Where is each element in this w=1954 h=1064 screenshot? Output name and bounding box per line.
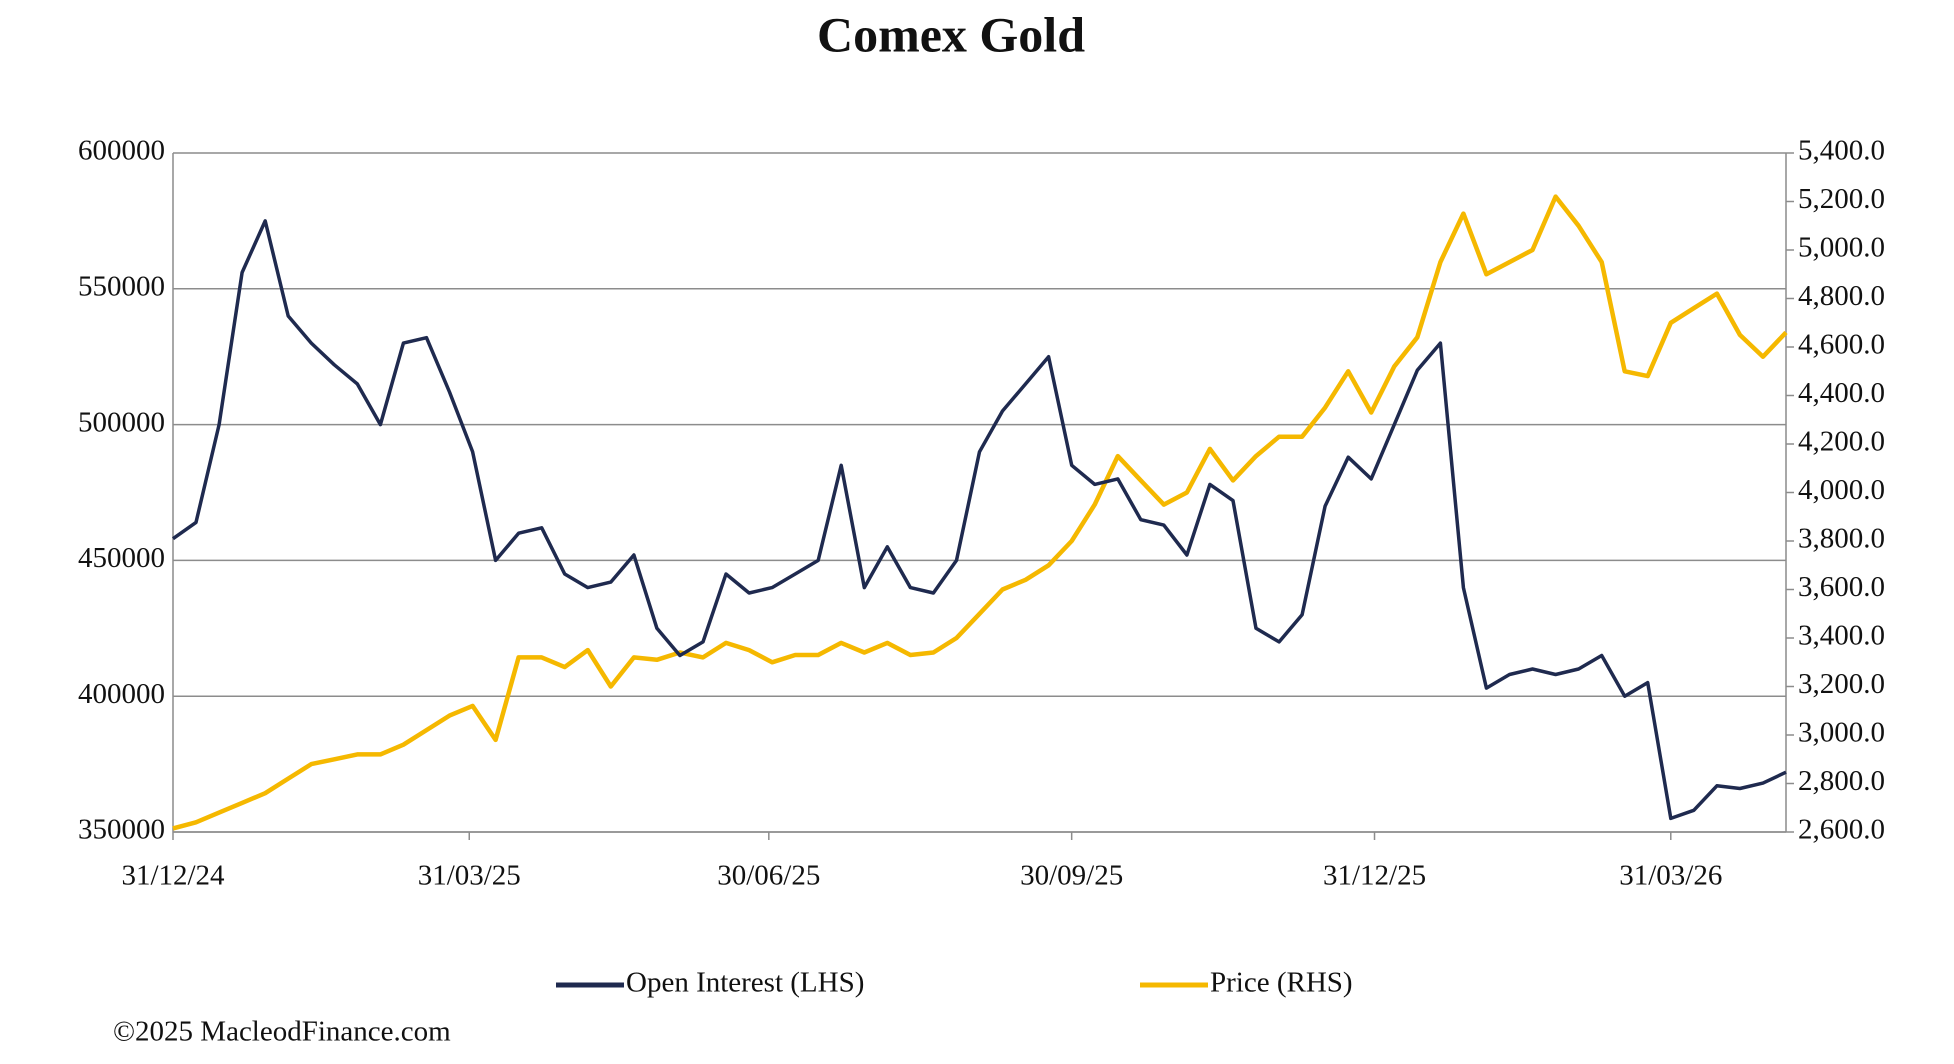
y2-tick-label: 4,200.0: [1798, 426, 1885, 458]
x-tick-label: 31/03/25: [418, 860, 521, 892]
legend-label: Price (RHS): [1210, 967, 1353, 999]
y2-tick-label: 4,400.0: [1798, 377, 1885, 409]
y2-tick-label: 5,400.0: [1798, 135, 1885, 167]
y2-tick-label: 5,200.0: [1798, 183, 1885, 215]
y-tick-label: 600000: [78, 135, 165, 167]
y2-tick-label: 3,600.0: [1798, 571, 1885, 603]
y2-tick-label: 3,000.0: [1798, 717, 1885, 749]
y2-tick-label: 3,800.0: [1798, 523, 1885, 555]
x-tick-label: 31/03/26: [1619, 860, 1722, 892]
chart-title: Comex Gold: [817, 6, 1085, 62]
y2-tick-label: 4,000.0: [1798, 474, 1885, 506]
credit: ©2025 MacleodFinance.com: [113, 1016, 451, 1048]
series-line: [171, 219, 1787, 821]
y2-tick-label: 4,800.0: [1798, 280, 1885, 312]
y2-tick-label: 2,800.0: [1798, 765, 1885, 797]
y2-tick-label: 5,000.0: [1798, 232, 1885, 264]
y2-tick-label: 4,600.0: [1798, 329, 1885, 361]
legend-label: Open Interest (LHS): [626, 967, 864, 999]
x-tick-label: 31/12/25: [1323, 860, 1426, 892]
y2-tick-label: 2,600.0: [1798, 814, 1885, 846]
y-tick-label: 500000: [78, 406, 165, 438]
y-tick-label: 550000: [78, 270, 165, 302]
y2-tick-label: 3,200.0: [1798, 668, 1885, 700]
series-line: [172, 194, 1788, 831]
x-tick-label: 30/06/25: [717, 860, 820, 892]
y-tick-label: 350000: [78, 814, 165, 846]
y-tick-label: 450000: [78, 542, 165, 574]
x-tick-label: 30/09/25: [1020, 860, 1123, 892]
x-tick-label: 31/12/24: [121, 860, 225, 892]
y2-tick-label: 3,400.0: [1798, 620, 1885, 652]
y-tick-label: 400000: [78, 678, 165, 710]
